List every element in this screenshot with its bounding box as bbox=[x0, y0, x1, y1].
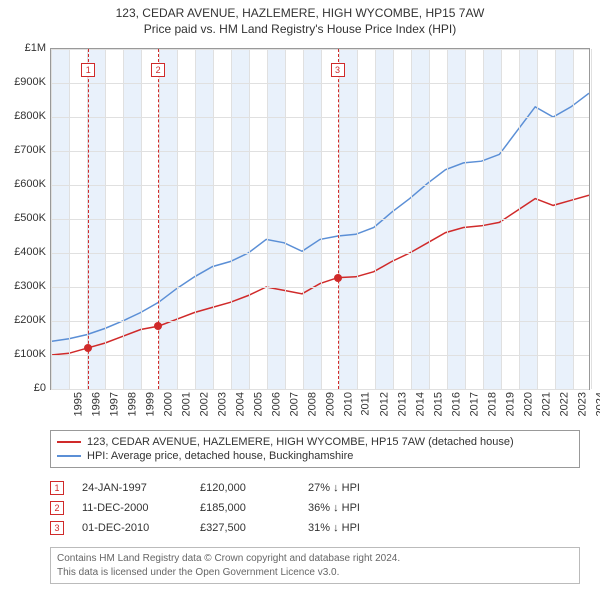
y-axis-tick-label: £800K bbox=[0, 110, 46, 122]
gridline-horizontal bbox=[51, 355, 589, 356]
gridline-horizontal bbox=[51, 389, 589, 390]
x-axis-tick-label: 1999 bbox=[144, 392, 156, 416]
transaction-marker: 2 bbox=[50, 501, 64, 515]
gridline-horizontal bbox=[51, 49, 589, 50]
transaction-price: £120,000 bbox=[200, 482, 290, 494]
legend-box: 123, CEDAR AVENUE, HAZLEMERE, HIGH WYCOM… bbox=[50, 430, 580, 468]
transaction-marker: 1 bbox=[50, 481, 64, 495]
transaction-row: 2 11-DEC-2000 £185,000 36% ↓ HPI bbox=[50, 498, 580, 518]
sale-marker-dot bbox=[84, 344, 92, 352]
event-marker-box: 3 bbox=[331, 63, 345, 77]
legend-item: 123, CEDAR AVENUE, HAZLEMERE, HIGH WYCOM… bbox=[57, 435, 573, 449]
x-axis-tick-label: 2004 bbox=[234, 392, 246, 416]
chart-subtitle: Price paid vs. HM Land Registry's House … bbox=[0, 22, 600, 36]
transactions-table: 1 24-JAN-1997 £120,000 27% ↓ HPI 2 11-DE… bbox=[50, 478, 580, 538]
sale-marker-dot bbox=[154, 322, 162, 330]
transaction-price: £327,500 bbox=[200, 522, 290, 534]
transaction-delta: 36% ↓ HPI bbox=[308, 502, 360, 514]
x-axis-tick-label: 2016 bbox=[450, 392, 462, 416]
y-axis-tick-label: £400K bbox=[0, 246, 46, 258]
gridline-horizontal bbox=[51, 117, 589, 118]
legend-swatch bbox=[57, 455, 81, 457]
y-axis-tick-label: £600K bbox=[0, 178, 46, 190]
x-axis-tick-label: 1996 bbox=[90, 392, 102, 416]
x-axis-tick-label: 2003 bbox=[216, 392, 228, 416]
event-vline bbox=[158, 49, 159, 389]
gridline-horizontal bbox=[51, 253, 589, 254]
transaction-delta: 27% ↓ HPI bbox=[308, 482, 360, 494]
x-axis-tick-label: 1998 bbox=[126, 392, 138, 416]
gridline-horizontal bbox=[51, 219, 589, 220]
legend-item: HPI: Average price, detached house, Buck… bbox=[57, 449, 573, 463]
transaction-row: 3 01-DEC-2010 £327,500 31% ↓ HPI bbox=[50, 518, 580, 538]
y-axis-tick-label: £700K bbox=[0, 144, 46, 156]
x-axis-tick-label: 2013 bbox=[396, 392, 408, 416]
footer-attribution: Contains HM Land Registry data © Crown c… bbox=[50, 547, 580, 584]
gridline-horizontal bbox=[51, 151, 589, 152]
y-axis-tick-label: £200K bbox=[0, 314, 46, 326]
gridline-horizontal bbox=[51, 287, 589, 288]
event-vline bbox=[88, 49, 89, 389]
footer-line: This data is licensed under the Open Gov… bbox=[57, 566, 573, 580]
event-marker-box: 1 bbox=[81, 63, 95, 77]
x-axis-tick-label: 2006 bbox=[270, 392, 282, 416]
x-axis-tick-label: 2005 bbox=[252, 392, 264, 416]
sale-marker-dot bbox=[334, 274, 342, 282]
x-axis-tick-label: 2007 bbox=[288, 392, 300, 416]
footer-line: Contains HM Land Registry data © Crown c… bbox=[57, 552, 573, 566]
x-axis-tick-label: 2009 bbox=[324, 392, 336, 416]
transaction-delta: 31% ↓ HPI bbox=[308, 522, 360, 534]
x-axis-tick-label: 2012 bbox=[378, 392, 390, 416]
x-axis-tick-label: 2015 bbox=[432, 392, 444, 416]
event-marker-box: 2 bbox=[151, 63, 165, 77]
x-axis-tick-label: 2020 bbox=[522, 392, 534, 416]
x-axis-tick-label: 2022 bbox=[558, 392, 570, 416]
transaction-date: 11-DEC-2000 bbox=[82, 502, 182, 514]
x-axis-tick-label: 1997 bbox=[108, 392, 120, 416]
x-axis-tick-label: 2010 bbox=[342, 392, 354, 416]
x-axis-tick-label: 2000 bbox=[162, 392, 174, 416]
y-axis-tick-label: £300K bbox=[0, 280, 46, 292]
chart-title-address: 123, CEDAR AVENUE, HAZLEMERE, HIGH WYCOM… bbox=[0, 6, 600, 20]
legend-label: HPI: Average price, detached house, Buck… bbox=[87, 450, 353, 462]
x-axis-tick-label: 2002 bbox=[198, 392, 210, 416]
chart-container: 123, CEDAR AVENUE, HAZLEMERE, HIGH WYCOM… bbox=[0, 0, 600, 590]
transaction-date: 24-JAN-1997 bbox=[82, 482, 182, 494]
gridline-horizontal bbox=[51, 83, 589, 84]
x-axis-tick-label: 2021 bbox=[540, 392, 552, 416]
y-axis-tick-label: £1M bbox=[0, 42, 46, 54]
x-axis-tick-label: 2001 bbox=[180, 392, 192, 416]
y-axis-tick-label: £900K bbox=[0, 76, 46, 88]
y-axis-tick-label: £100K bbox=[0, 348, 46, 360]
x-axis-tick-label: 2014 bbox=[414, 392, 426, 416]
transaction-marker: 3 bbox=[50, 521, 64, 535]
legend-swatch bbox=[57, 441, 81, 443]
transaction-row: 1 24-JAN-1997 £120,000 27% ↓ HPI bbox=[50, 478, 580, 498]
x-axis-tick-label: 2023 bbox=[576, 392, 588, 416]
transaction-date: 01-DEC-2010 bbox=[82, 522, 182, 534]
x-axis-tick-label: 2019 bbox=[504, 392, 516, 416]
gridline-horizontal bbox=[51, 321, 589, 322]
legend-label: 123, CEDAR AVENUE, HAZLEMERE, HIGH WYCOM… bbox=[87, 436, 514, 448]
gridline-horizontal bbox=[51, 185, 589, 186]
y-axis-tick-label: £500K bbox=[0, 212, 46, 224]
x-axis-tick-label: 2018 bbox=[486, 392, 498, 416]
x-axis-tick-label: 2024 bbox=[594, 392, 600, 416]
x-axis-tick-label: 1995 bbox=[72, 392, 84, 416]
plot-area: 1 2 3 bbox=[50, 48, 590, 390]
x-axis-tick-label: 2008 bbox=[306, 392, 318, 416]
gridline-vertical bbox=[591, 49, 592, 389]
event-vline bbox=[338, 49, 339, 389]
transaction-price: £185,000 bbox=[200, 502, 290, 514]
y-axis-tick-label: £0 bbox=[0, 382, 46, 394]
x-axis-tick-label: 2017 bbox=[468, 392, 480, 416]
x-axis-tick-label: 2011 bbox=[360, 392, 372, 416]
